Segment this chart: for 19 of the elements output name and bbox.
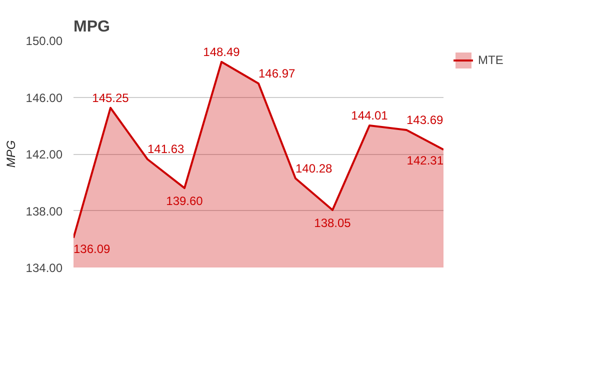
data-label: 138.05 <box>314 216 352 230</box>
y-tick-label: 150.00 <box>26 34 63 48</box>
data-label: 139.60 <box>166 194 204 208</box>
y-tick-label: 142.00 <box>26 148 63 162</box>
y-axis-title: MPG <box>4 140 18 168</box>
y-tick-label: 146.00 <box>26 90 63 105</box>
data-label: 140.28 <box>296 161 333 176</box>
y-tick-label: 134.00 <box>26 261 63 275</box>
data-label: 145.25 <box>92 90 130 105</box>
data-label: 136.09 <box>74 242 111 256</box>
data-label: 143.69 <box>406 113 444 128</box>
legend-label: MTE <box>478 53 504 67</box>
data-label: 141.63 <box>148 142 185 156</box>
chart-title: MPG <box>74 18 110 36</box>
data-label: 146.97 <box>258 66 296 80</box>
data-label: 142.31 <box>406 154 444 168</box>
y-tick-label: 138.00 <box>26 204 63 218</box>
data-label: 148.49 <box>203 44 240 59</box>
data-label: 144.01 <box>351 108 388 122</box>
